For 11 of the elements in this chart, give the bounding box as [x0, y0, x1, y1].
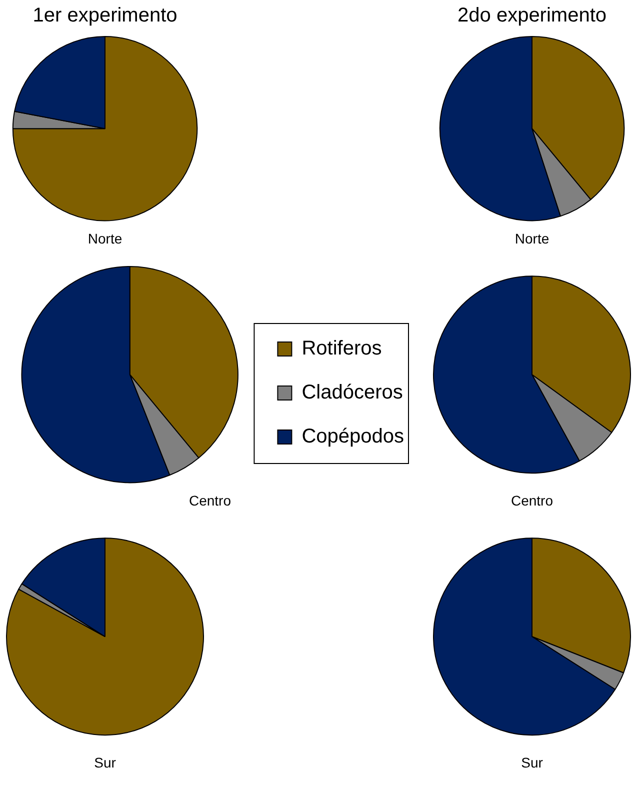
- chart-subtitle: 1er experimento: [32, 4, 178, 27]
- text: Norte: [88, 230, 122, 246]
- chart-subtitle: 2do experimento: [458, 4, 606, 27]
- text: Sur: [521, 754, 544, 770]
- legend-label: Copépodos: [302, 426, 404, 448]
- text: Centro: [510, 492, 554, 508]
- text: Centro: [188, 492, 232, 508]
- text: Norte: [514, 230, 550, 246]
- legend-label: Cladóceros: [302, 382, 403, 404]
- legend-label: Rotiferos: [302, 338, 382, 360]
- text: Sur: [94, 754, 116, 770]
